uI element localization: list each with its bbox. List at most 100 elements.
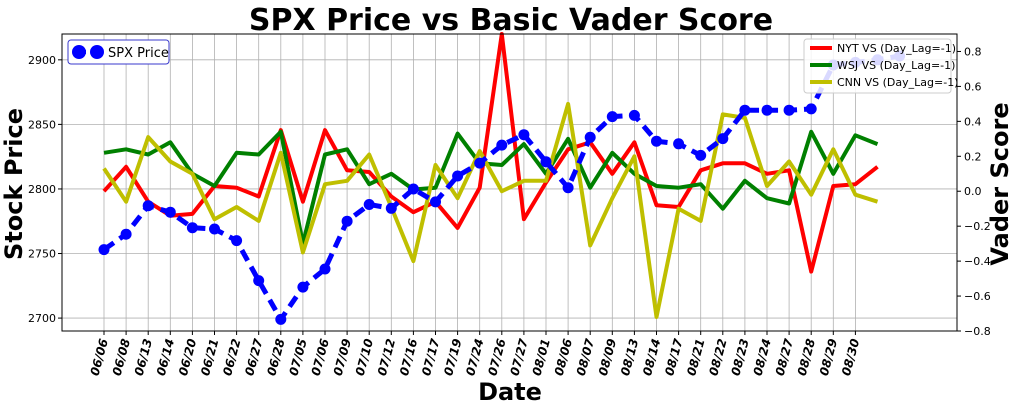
x-tick-label: 07/19 — [441, 337, 464, 377]
spx-point — [496, 139, 508, 151]
x-tick-label: 08/06 — [552, 337, 575, 377]
plot-frame — [61, 33, 958, 332]
chart-title: SPX Price vs Basic Vader Score — [249, 3, 773, 38]
y-right-tick-label: −0.8 — [964, 325, 991, 338]
legend-spx-label: SPX Price — [108, 46, 169, 61]
x-tick-label: 08/28 — [795, 337, 818, 377]
x-tick-label: 06/06 — [88, 337, 111, 377]
y-left-tick-label: 2750 — [28, 248, 56, 261]
spx-point — [164, 206, 176, 218]
x-tick-label: 07/06 — [309, 337, 332, 377]
spx-point — [518, 129, 530, 141]
y-left-tick-label: 2700 — [28, 312, 56, 325]
spx-point — [120, 228, 132, 240]
spx-point — [341, 215, 353, 227]
x-tick-label: 07/16 — [397, 337, 420, 377]
spx-point — [297, 281, 309, 293]
x-tick-label: 07/24 — [463, 337, 486, 377]
spx-point — [363, 199, 375, 210]
spx-point — [783, 104, 795, 116]
y-right-tick-label: −0.4 — [964, 255, 991, 268]
legend-cnn-label: CNN VS (Day_Lag=-1) — [837, 76, 958, 89]
series-line-cnn — [102, 101, 879, 319]
x-tick-label: 06/08 — [110, 337, 133, 377]
spx-point — [761, 104, 773, 116]
x-tick-label: 07/10 — [353, 337, 376, 377]
spx-point — [253, 275, 265, 287]
left-axis-ticks: 2700 2750 2800 2850 2900 — [28, 54, 62, 325]
spx-point — [651, 135, 662, 147]
spx-point — [562, 182, 574, 194]
series-line-wsj — [103, 129, 879, 246]
x-tick-label: 08/27 — [773, 337, 796, 378]
right-axis-ticks: −0.8 −0.6 −0.4 −0.2 0.0 0.2 0.4 0.6 0.8 — [957, 45, 991, 338]
x-tick-label: 06/22 — [220, 337, 243, 377]
legend-left-box — [67, 39, 170, 65]
spx-point — [142, 200, 154, 212]
y-right-tick-label: 0.8 — [964, 45, 982, 58]
y-right-tick-label: 0.4 — [964, 115, 982, 128]
x-tick-label: 07/27 — [507, 337, 530, 378]
spx-point — [231, 235, 243, 247]
x-tick-label: 07/17 — [419, 337, 442, 378]
y-right-tick-label: 0.6 — [964, 80, 982, 93]
spx-point — [628, 109, 640, 121]
x-tick-label: 08/29 — [817, 337, 840, 377]
spx-point — [407, 183, 419, 195]
x-tick-label: 08/22 — [706, 337, 729, 377]
x-tick-label: 07/26 — [485, 337, 508, 377]
spx-point — [805, 103, 817, 115]
spx-point — [606, 111, 618, 123]
legend-nyt-label: NYT VS (Day_Lag=-1) — [837, 42, 956, 55]
legend-left: SPX Price — [67, 39, 170, 65]
y-left-tick-label: 2850 — [28, 118, 56, 131]
x-tick-label: 08/24 — [751, 337, 774, 377]
spx-point — [186, 222, 198, 234]
x-tick-label: 08/21 — [684, 337, 707, 377]
x-tick-label: 08/13 — [618, 337, 641, 377]
spx-point — [673, 138, 685, 150]
spx-point — [452, 170, 464, 182]
spx-point — [739, 104, 751, 116]
x-tick-label: 06/21 — [198, 337, 221, 377]
x-axis-ticks: 06/0606/0806/1306/1406/2006/2106/2206/27… — [88, 331, 862, 378]
x-tick-label: 08/01 — [530, 337, 553, 377]
x-tick-label: 06/13 — [132, 337, 155, 377]
y-axis-left-label: Stock Price — [0, 108, 28, 260]
y-left-tick-label: 2900 — [28, 54, 56, 67]
x-axis-label: Date — [478, 378, 542, 406]
legend-wsj-label: WSJ VS (Day_Lag=-1) — [837, 59, 955, 72]
series-line-nyt — [102, 32, 879, 274]
spx-point — [430, 196, 441, 208]
x-tick-label: 07/09 — [331, 337, 354, 377]
x-tick-label: 07/12 — [375, 337, 398, 377]
x-tick-label: 06/27 — [242, 337, 265, 378]
spx-point — [385, 202, 397, 214]
legend-right-box — [803, 38, 952, 94]
y-left-tick-label: 2800 — [28, 183, 56, 196]
y-right-tick-label: 0.0 — [964, 185, 982, 198]
x-tick-label: 07/05 — [286, 337, 309, 377]
y-right-tick-label: −0.2 — [964, 220, 991, 233]
x-tick-label: 06/28 — [264, 337, 287, 377]
x-tick-label: 08/07 — [574, 337, 597, 378]
x-tick-label: 08/09 — [596, 337, 619, 377]
y-axis-right-label: Vader Score — [986, 102, 1014, 265]
spx-point — [209, 223, 220, 235]
spx-point — [98, 244, 110, 256]
legend-right: NYT VS (Day_Lag=-1) WSJ VS (Day_Lag=-1) … — [803, 38, 958, 94]
spx-point — [717, 133, 729, 145]
spx-point — [695, 149, 707, 161]
x-tick-label: 08/14 — [640, 337, 663, 377]
y-right-tick-label: −0.6 — [964, 290, 991, 303]
spx-point — [584, 131, 596, 143]
legend-spx-marker-2 — [90, 45, 104, 59]
spx-point — [319, 263, 331, 275]
series-right-group — [102, 32, 879, 319]
x-tick-label: 06/14 — [154, 337, 177, 377]
legend-spx-marker-1 — [72, 45, 86, 59]
spx-point — [474, 157, 486, 169]
x-tick-label: 08/30 — [839, 337, 862, 377]
x-tick-label: 08/17 — [662, 337, 685, 378]
